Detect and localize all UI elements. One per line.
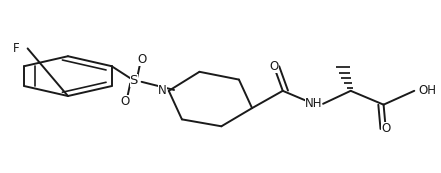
- Text: O: O: [381, 122, 390, 135]
- Text: O: O: [269, 60, 279, 73]
- Text: N: N: [158, 84, 167, 97]
- Text: NH: NH: [305, 97, 322, 110]
- Text: F: F: [13, 42, 20, 55]
- Text: O: O: [120, 95, 130, 108]
- Text: O: O: [138, 53, 147, 66]
- Text: OH: OH: [419, 84, 437, 97]
- Text: S: S: [130, 74, 138, 87]
